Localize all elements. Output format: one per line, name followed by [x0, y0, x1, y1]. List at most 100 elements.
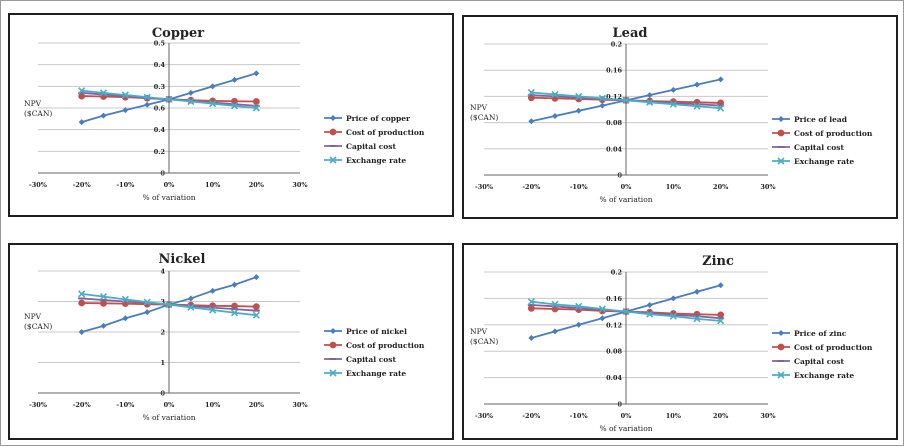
x-tick-label: 30% [760, 412, 776, 420]
y-tick-label: 0.4 [154, 61, 166, 69]
x-tick-label: 20% [713, 183, 729, 191]
data-point [165, 300, 173, 309]
data-point [121, 295, 129, 303]
data-point [143, 93, 151, 101]
x-tick-label: 0% [621, 412, 633, 420]
data-point [622, 308, 630, 316]
y-axis-label: ($CAN) [470, 113, 498, 122]
data-point [599, 315, 606, 322]
legend-label: Cost of production [346, 128, 425, 137]
legend-marker [778, 116, 784, 122]
data-point [252, 98, 260, 105]
data-point [122, 107, 129, 114]
x-tick-label: -30% [29, 181, 48, 189]
legend-marker [329, 128, 337, 136]
zinc-chart: Zinc00.040.080.120.160.2-30%-20%-10%0%10… [462, 243, 898, 440]
chart-title: Nickel [159, 252, 206, 267]
data-point [646, 92, 653, 99]
chart-title: Lead [613, 26, 648, 41]
x-tick-label: -30% [475, 412, 494, 420]
legend-label: Price of lead [794, 115, 848, 124]
data-point [552, 328, 558, 335]
data-point [694, 288, 700, 295]
y-tick-label: 0.4 [154, 126, 166, 134]
data-point [231, 97, 238, 105]
y-axis-label: NPV [24, 312, 42, 321]
x-tick-label: -30% [29, 401, 48, 409]
data-point [100, 299, 107, 307]
nickel-chart: Nickel01234-30%-20%-10%0%10%20%30%% of v… [8, 243, 454, 440]
data-point [693, 315, 701, 323]
data-point [551, 300, 559, 308]
legend-label: Cost of production [794, 129, 873, 138]
data-point [252, 104, 260, 112]
y-tick-label: 0.2 [154, 148, 165, 156]
copper-chart: Copper00.20.40.60.30.40.5-30%-20%-10%0%1… [8, 13, 454, 217]
y-axis-label: ($CAN) [470, 337, 498, 346]
x-tick-label: -10% [570, 412, 589, 420]
data-point [78, 299, 86, 307]
x-tick-label: -20% [73, 181, 92, 189]
legend-label: Price of nickel [346, 327, 407, 336]
data-point [717, 311, 725, 319]
data-point [78, 87, 86, 95]
data-point [717, 317, 725, 325]
data-point [143, 298, 151, 306]
data-point [598, 94, 606, 102]
y-axis-label: NPV [470, 327, 488, 336]
y-tick-label: 0.16 [606, 67, 622, 75]
data-point [253, 70, 260, 77]
x-tick-label: 10% [666, 183, 682, 191]
chart-title: Copper [152, 26, 204, 41]
x-tick-label: 20% [249, 181, 265, 189]
legend-marker [777, 157, 785, 165]
lead-chart-panel: Lead00.040.080.120.160.2-30%-20%-10%0%10… [462, 15, 898, 219]
data-point [78, 119, 85, 126]
y-axis-label: NPV [470, 103, 488, 112]
legend-marker [330, 328, 336, 334]
y-tick-label: 0.04 [606, 145, 622, 153]
y-tick-label: 0.08 [606, 119, 622, 127]
x-tick-label: -20% [522, 183, 541, 191]
lead-chart: Lead00.040.080.120.160.2-30%-20%-10%0%10… [462, 15, 898, 219]
legend-label: Exchange rate [794, 157, 854, 166]
data-point [144, 309, 151, 316]
data-point [717, 282, 724, 289]
data-point [78, 290, 86, 298]
chart-border [462, 15, 898, 219]
chart-title: Zinc [702, 254, 734, 269]
data-point [646, 310, 654, 318]
y-tick-label: 0.04 [606, 374, 622, 382]
x-tick-label: -20% [522, 412, 541, 420]
y-tick-label: 0.6 [154, 105, 166, 113]
legend-label: Price of zinc [794, 329, 847, 338]
x-axis-label: % of variation [599, 195, 652, 204]
x-tick-label: -10% [116, 181, 135, 189]
y-tick-label: 0.08 [606, 348, 622, 356]
data-point [528, 335, 535, 341]
data-point [209, 306, 217, 314]
data-point [670, 86, 677, 93]
copper-chart-panel: Copper00.20.40.60.30.40.5-30%-20%-10%0%1… [8, 13, 454, 217]
x-tick-label: 0% [164, 401, 176, 409]
data-point [121, 91, 129, 99]
data-point [527, 298, 535, 306]
y-tick-label: 0.12 [606, 93, 622, 101]
legend-label: Cost of production [794, 343, 873, 352]
data-point [646, 98, 654, 106]
legend-label: Exchange rate [794, 371, 854, 380]
data-point [187, 303, 195, 311]
x-tick-label: 10% [205, 181, 221, 189]
legend-label: Cost of production [346, 341, 425, 350]
data-point [646, 302, 653, 308]
x-axis-label: % of variation [142, 193, 195, 202]
data-point [209, 100, 217, 108]
data-point [78, 92, 86, 100]
data-point [599, 102, 606, 109]
y-tick-label: 3 [160, 298, 165, 306]
chart-border [8, 13, 454, 217]
data-point [122, 315, 129, 322]
x-tick-label: 20% [249, 401, 265, 409]
legend-label: Capital cost [794, 143, 844, 152]
data-point [144, 101, 151, 108]
